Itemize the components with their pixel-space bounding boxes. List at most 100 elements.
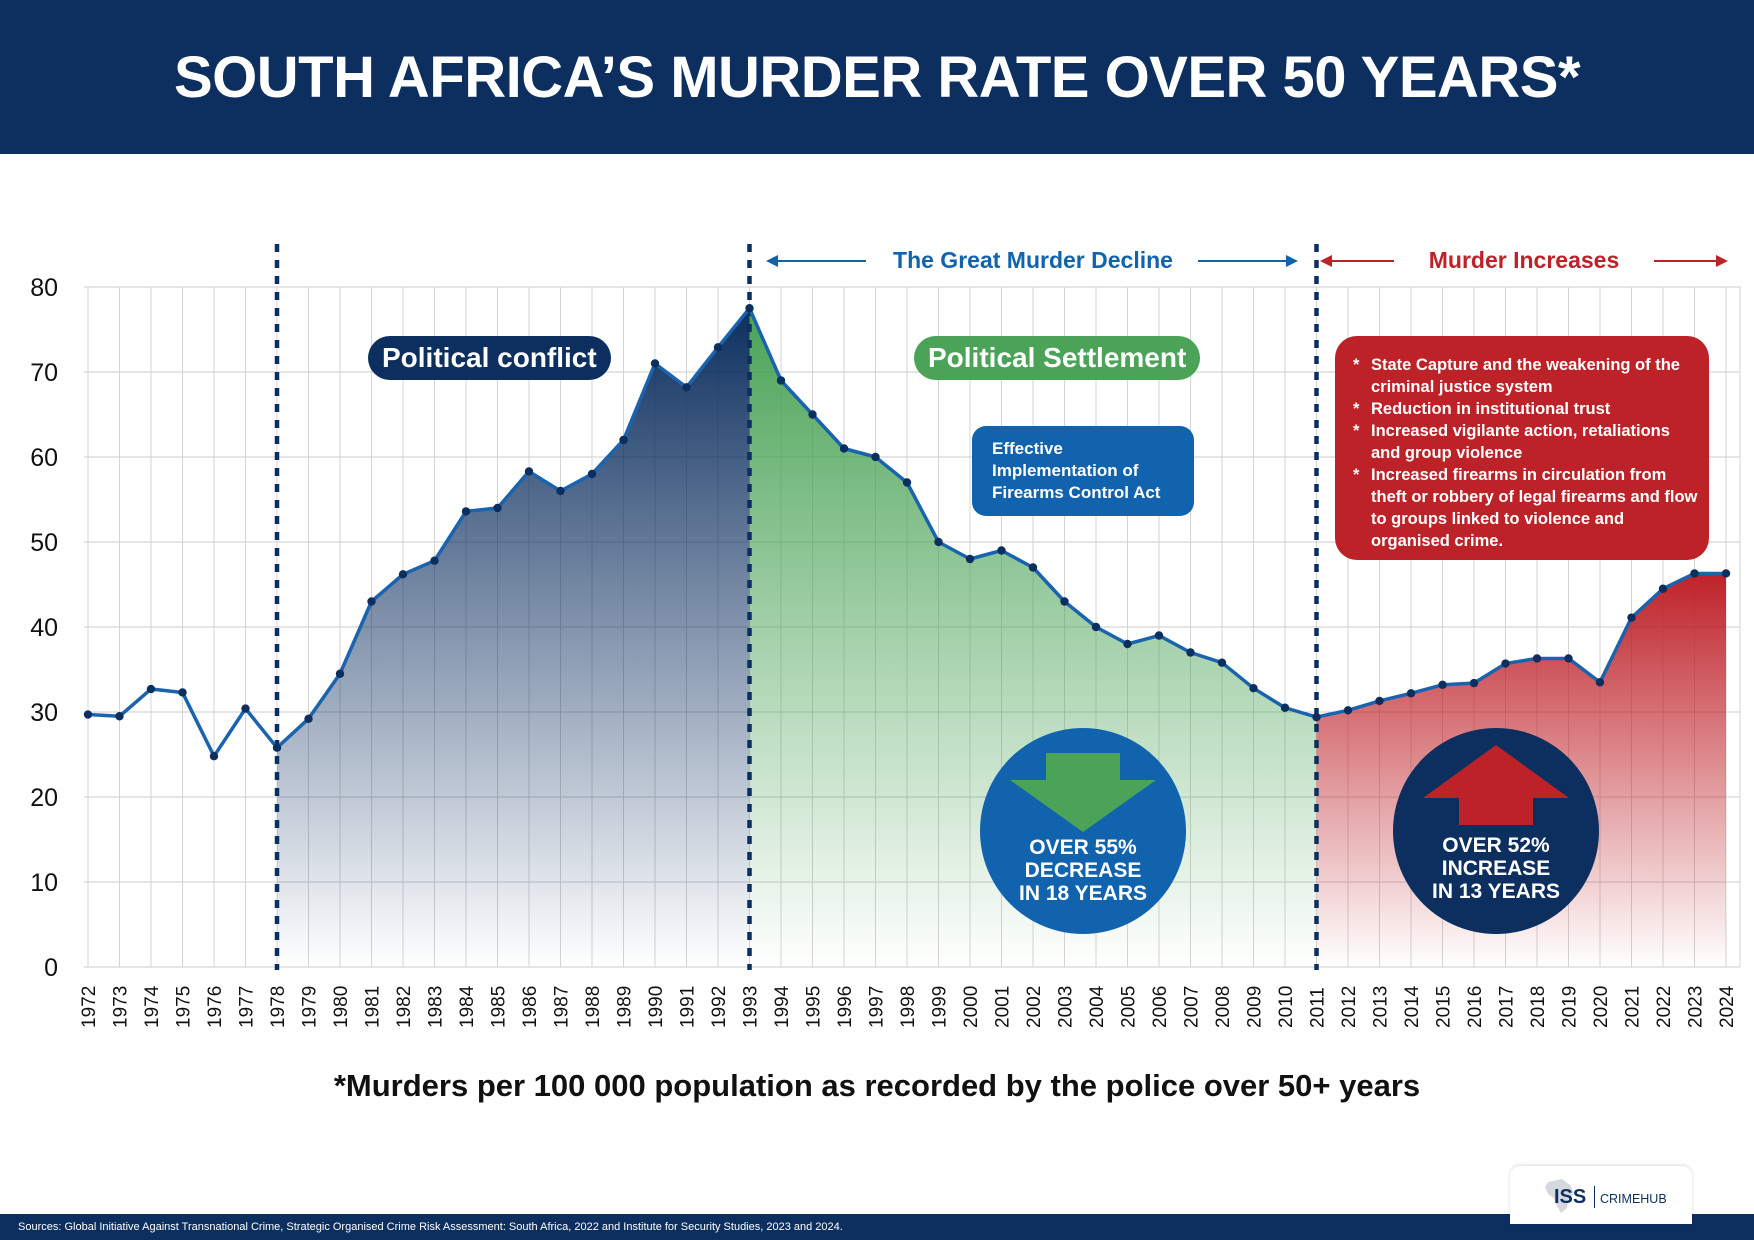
x-tick-label: 2013: [1371, 986, 1392, 1028]
data-point-1998: [902, 478, 912, 487]
data-point-2018: [1532, 654, 1542, 663]
data-point-1992: [713, 343, 723, 352]
x-tick-label: 1991: [678, 986, 699, 1028]
data-point-1999: [934, 537, 943, 547]
data-point-2020: [1595, 678, 1605, 687]
x-tick-label: 2014: [1402, 985, 1423, 1028]
x-tick-label: 2000: [961, 986, 982, 1028]
x-tick-label: 2022: [1654, 986, 1675, 1028]
data-point-1978: [272, 743, 282, 752]
increase-reasons-list: State Capture and the weakening of the c…: [1353, 354, 1699, 552]
data-point-1981: [367, 597, 376, 606]
data-point-1980: [335, 669, 345, 678]
data-point-2013: [1375, 696, 1384, 706]
x-tick-label: 1975: [174, 986, 195, 1028]
political-conflict-label: Political conflict: [368, 336, 611, 380]
data-point-1975: [178, 688, 187, 697]
y-tick-label: 0: [44, 954, 58, 982]
data-point-1976: [209, 752, 219, 761]
data-point-2017: [1501, 659, 1510, 668]
data-point-2021: [1627, 613, 1636, 622]
data-point-1986: [524, 467, 534, 476]
data-point-2015: [1438, 680, 1447, 689]
x-tick-label: 2005: [1119, 986, 1140, 1028]
arrow-down-icon: [1010, 753, 1156, 832]
x-tick-label: 1989: [615, 986, 636, 1028]
data-point-2010: [1280, 703, 1290, 712]
data-point-2016: [1469, 678, 1479, 688]
decrease-stat-line: OVER 55%: [1029, 836, 1137, 859]
data-point-2024: [1721, 569, 1731, 578]
x-tick-label: 1973: [111, 986, 132, 1028]
x-tick-label: 2009: [1245, 986, 1266, 1028]
y-tick-label: 80: [30, 274, 58, 302]
reason-item: Reduction in institutional trust: [1353, 398, 1699, 420]
x-tick-label: 1979: [300, 986, 321, 1028]
x-tick-label: 1992: [709, 986, 730, 1028]
x-tick-label: 2008: [1213, 986, 1234, 1028]
decrease-stat-line: DECREASE: [1024, 859, 1142, 882]
y-tick-label: 10: [30, 869, 58, 897]
x-tick-label: 2024: [1717, 985, 1738, 1028]
x-tick-label: 1972: [79, 986, 100, 1028]
x-tick-label: 1983: [426, 986, 447, 1028]
data-point-1989: [619, 435, 628, 445]
data-point-2007: [1186, 648, 1195, 657]
data-point-2003: [1060, 597, 1069, 606]
logo-product: CRIMEHUB: [1600, 1192, 1667, 1206]
data-point-2019: [1564, 654, 1573, 663]
data-point-2005: [1123, 639, 1132, 649]
x-tick-label: 2012: [1339, 986, 1360, 1028]
sources-text: Sources: Global Initiative Against Trans…: [18, 1221, 843, 1233]
data-point-2011: [1312, 712, 1321, 722]
x-axis-ticks: 1972 1973 1974 1975 1976 1977 1978 1979 1980 1981…: [79, 985, 1738, 1028]
africa-map-icon: [1545, 1179, 1574, 1213]
x-tick-label: 2003: [1056, 986, 1077, 1028]
chart-footnote: *Murders per 100 000 population as recor…: [333, 1068, 1421, 1103]
data-point-1993: [745, 304, 754, 313]
logo-divider: [1594, 1186, 1595, 1208]
x-tick-label: 1994: [772, 985, 793, 1028]
x-tick-label: 1976: [205, 986, 226, 1028]
data-point-1991: [682, 383, 691, 392]
reason-item: State Capture and the weakening of the c…: [1353, 354, 1699, 398]
x-tick-label: 1981: [363, 986, 384, 1028]
data-point-1994: [776, 376, 786, 385]
logo-brand: ISS: [1554, 1186, 1587, 1208]
firearms-act-line: Implementation of: [992, 461, 1139, 480]
x-tick-label: 2001: [993, 986, 1014, 1028]
x-tick-label: 1993: [741, 986, 762, 1028]
x-tick-label: 1998: [898, 986, 919, 1028]
increase-stat-line: OVER 52%: [1442, 834, 1550, 857]
data-point-1997: [871, 452, 880, 462]
x-tick-label: 1986: [520, 986, 541, 1028]
data-point-2012: [1343, 706, 1353, 715]
x-tick-label: 1990: [646, 986, 667, 1028]
x-tick-label: 2002: [1024, 986, 1045, 1028]
data-point-2022: [1658, 584, 1668, 593]
x-tick-label: 2018: [1528, 986, 1549, 1028]
decrease-stat-line: IN 18 YEARS: [1019, 882, 1147, 905]
x-tick-label: 1999: [930, 986, 951, 1028]
reason-item: Increased firearms in circulation from t…: [1353, 464, 1699, 552]
data-point-1995: [808, 410, 817, 419]
x-tick-label: 2011: [1308, 987, 1329, 1028]
x-tick-label: 2017: [1497, 986, 1518, 1028]
data-point-1972: [83, 710, 93, 719]
increase-stat-line: IN 13 YEARS: [1432, 880, 1560, 903]
increase-stat-line: INCREASE: [1441, 857, 1551, 880]
x-tick-label: 2023: [1686, 986, 1707, 1028]
x-tick-label: 1985: [489, 986, 510, 1028]
header-banner: SOUTH AFRICA’S MURDER RATE OVER 50 YEARS…: [0, 0, 1754, 154]
data-point-2023: [1690, 569, 1699, 578]
political-settlement-label: Political Settlement: [914, 336, 1201, 380]
y-tick-label: 40: [30, 614, 58, 642]
firearms-act-line: Effective: [992, 439, 1063, 458]
data-point-1985: [493, 503, 502, 513]
x-tick-label: 1988: [583, 986, 604, 1028]
data-points: [83, 304, 1731, 761]
x-tick-label: 2016: [1465, 986, 1486, 1028]
x-tick-label: 1995: [804, 986, 825, 1028]
page-title: SOUTH AFRICA’S MURDER RATE OVER 50 YEARS…: [173, 44, 1581, 110]
data-point-1988: [587, 469, 597, 479]
